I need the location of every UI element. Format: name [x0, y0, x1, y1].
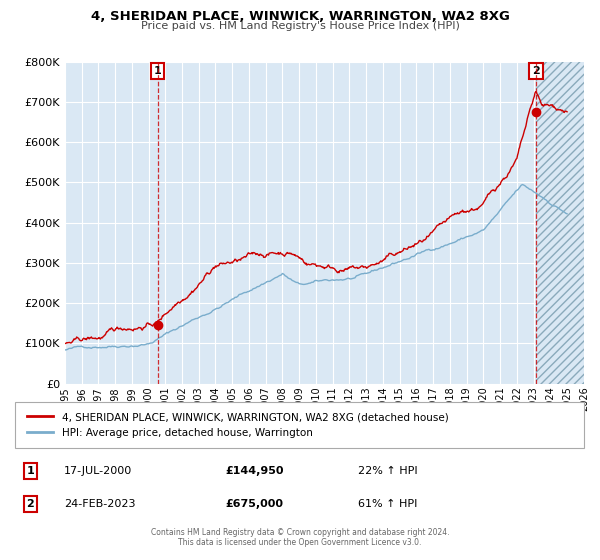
Text: 1: 1: [26, 466, 34, 476]
Bar: [536, 62, 584, 384]
Text: Contains HM Land Registry data © Crown copyright and database right 2024.: Contains HM Land Registry data © Crown c…: [151, 528, 449, 536]
Text: 24-FEB-2023: 24-FEB-2023: [64, 499, 136, 509]
Text: 4, SHERIDAN PLACE, WINWICK, WARRINGTON, WA2 8XG: 4, SHERIDAN PLACE, WINWICK, WARRINGTON, …: [91, 10, 509, 23]
Text: 2: 2: [532, 66, 540, 76]
Text: 2: 2: [26, 499, 34, 509]
Text: £144,950: £144,950: [225, 466, 284, 476]
Text: £675,000: £675,000: [225, 499, 283, 509]
FancyBboxPatch shape: [15, 402, 584, 448]
Text: 17-JUL-2000: 17-JUL-2000: [64, 466, 132, 476]
Text: 61% ↑ HPI: 61% ↑ HPI: [358, 499, 417, 509]
Text: 22% ↑ HPI: 22% ↑ HPI: [358, 466, 417, 476]
Text: Price paid vs. HM Land Registry's House Price Index (HPI): Price paid vs. HM Land Registry's House …: [140, 21, 460, 31]
Text: This data is licensed under the Open Government Licence v3.0.: This data is licensed under the Open Gov…: [178, 538, 422, 547]
Text: 1: 1: [154, 66, 161, 76]
Legend: 4, SHERIDAN PLACE, WINWICK, WARRINGTON, WA2 8XG (detached house), HPI: Average p: 4, SHERIDAN PLACE, WINWICK, WARRINGTON, …: [23, 408, 452, 442]
